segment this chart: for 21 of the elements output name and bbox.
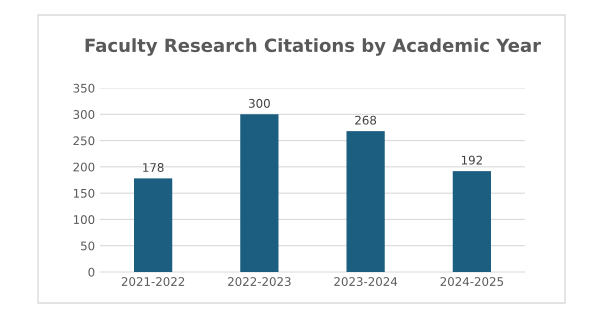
y-tick-label: 250 (73, 136, 94, 146)
data-label: 268 (355, 116, 376, 125)
y-tick-label: 150 (74, 188, 94, 198)
y-tick-label: 100 (74, 215, 94, 224)
data-label: 192 (462, 156, 482, 165)
y-tick-label: 350 (74, 84, 94, 93)
data-label: 300 (249, 98, 270, 108)
x-tick-label: 2022-2023 (228, 277, 291, 286)
chart-title: Faculty Research Citations by Academic Year (86, 38, 541, 56)
y-tick-label: 200 (73, 162, 94, 172)
bar (134, 178, 172, 272)
x-tick-label: 2024-2025 (440, 277, 504, 286)
y-tick-label: 50 (81, 241, 94, 250)
x-tick-label: 2023-2024 (334, 277, 398, 286)
data-label: 178 (143, 163, 164, 172)
y-tick-label: 0 (88, 268, 94, 277)
bar (452, 171, 491, 272)
bar (346, 131, 385, 272)
x-tick-label: 2021-2022 (122, 277, 184, 286)
y-tick-label: 300 (74, 110, 94, 119)
bar (240, 114, 278, 272)
